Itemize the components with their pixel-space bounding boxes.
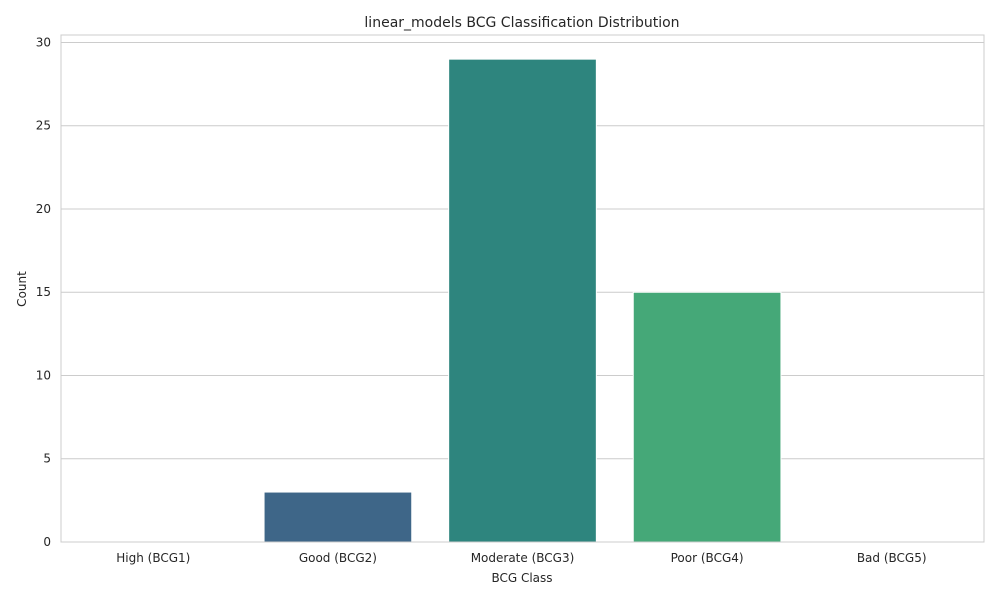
x-tick-label: Moderate (BCG3) [471, 551, 575, 565]
x-tick-label: Poor (BCG4) [671, 551, 744, 565]
x-tick-label: Good (BCG2) [299, 551, 377, 565]
bars [263, 58, 782, 543]
y-tick-labels: 0 5 10 15 20 25 30 [36, 35, 51, 549]
plot-frame [60, 34, 985, 543]
chart-title: linear_models BCG Classification Distrib… [364, 15, 679, 31]
x-tick-labels: High (BCG1) Good (BCG2) Moderate (BCG3) Poo… [116, 551, 926, 565]
y-tick-label: 20 [36, 202, 51, 216]
y-tick-label: 25 [36, 119, 51, 133]
y-tick-label: 15 [36, 285, 51, 299]
x-tick-label: High (BCG1) [116, 551, 190, 565]
y-tick-label: 30 [36, 35, 51, 49]
y-tick-label: 5 [43, 452, 51, 466]
y-tick-label: 0 [43, 535, 51, 549]
x-axis-title: BCG Class [491, 571, 552, 585]
bar [263, 491, 413, 543]
y-tick-label: 10 [36, 368, 51, 382]
bar [448, 58, 597, 543]
x-tick-label: Bad (BCG5) [857, 551, 927, 565]
bar [632, 291, 782, 543]
y-axis-title: Count [15, 271, 29, 307]
